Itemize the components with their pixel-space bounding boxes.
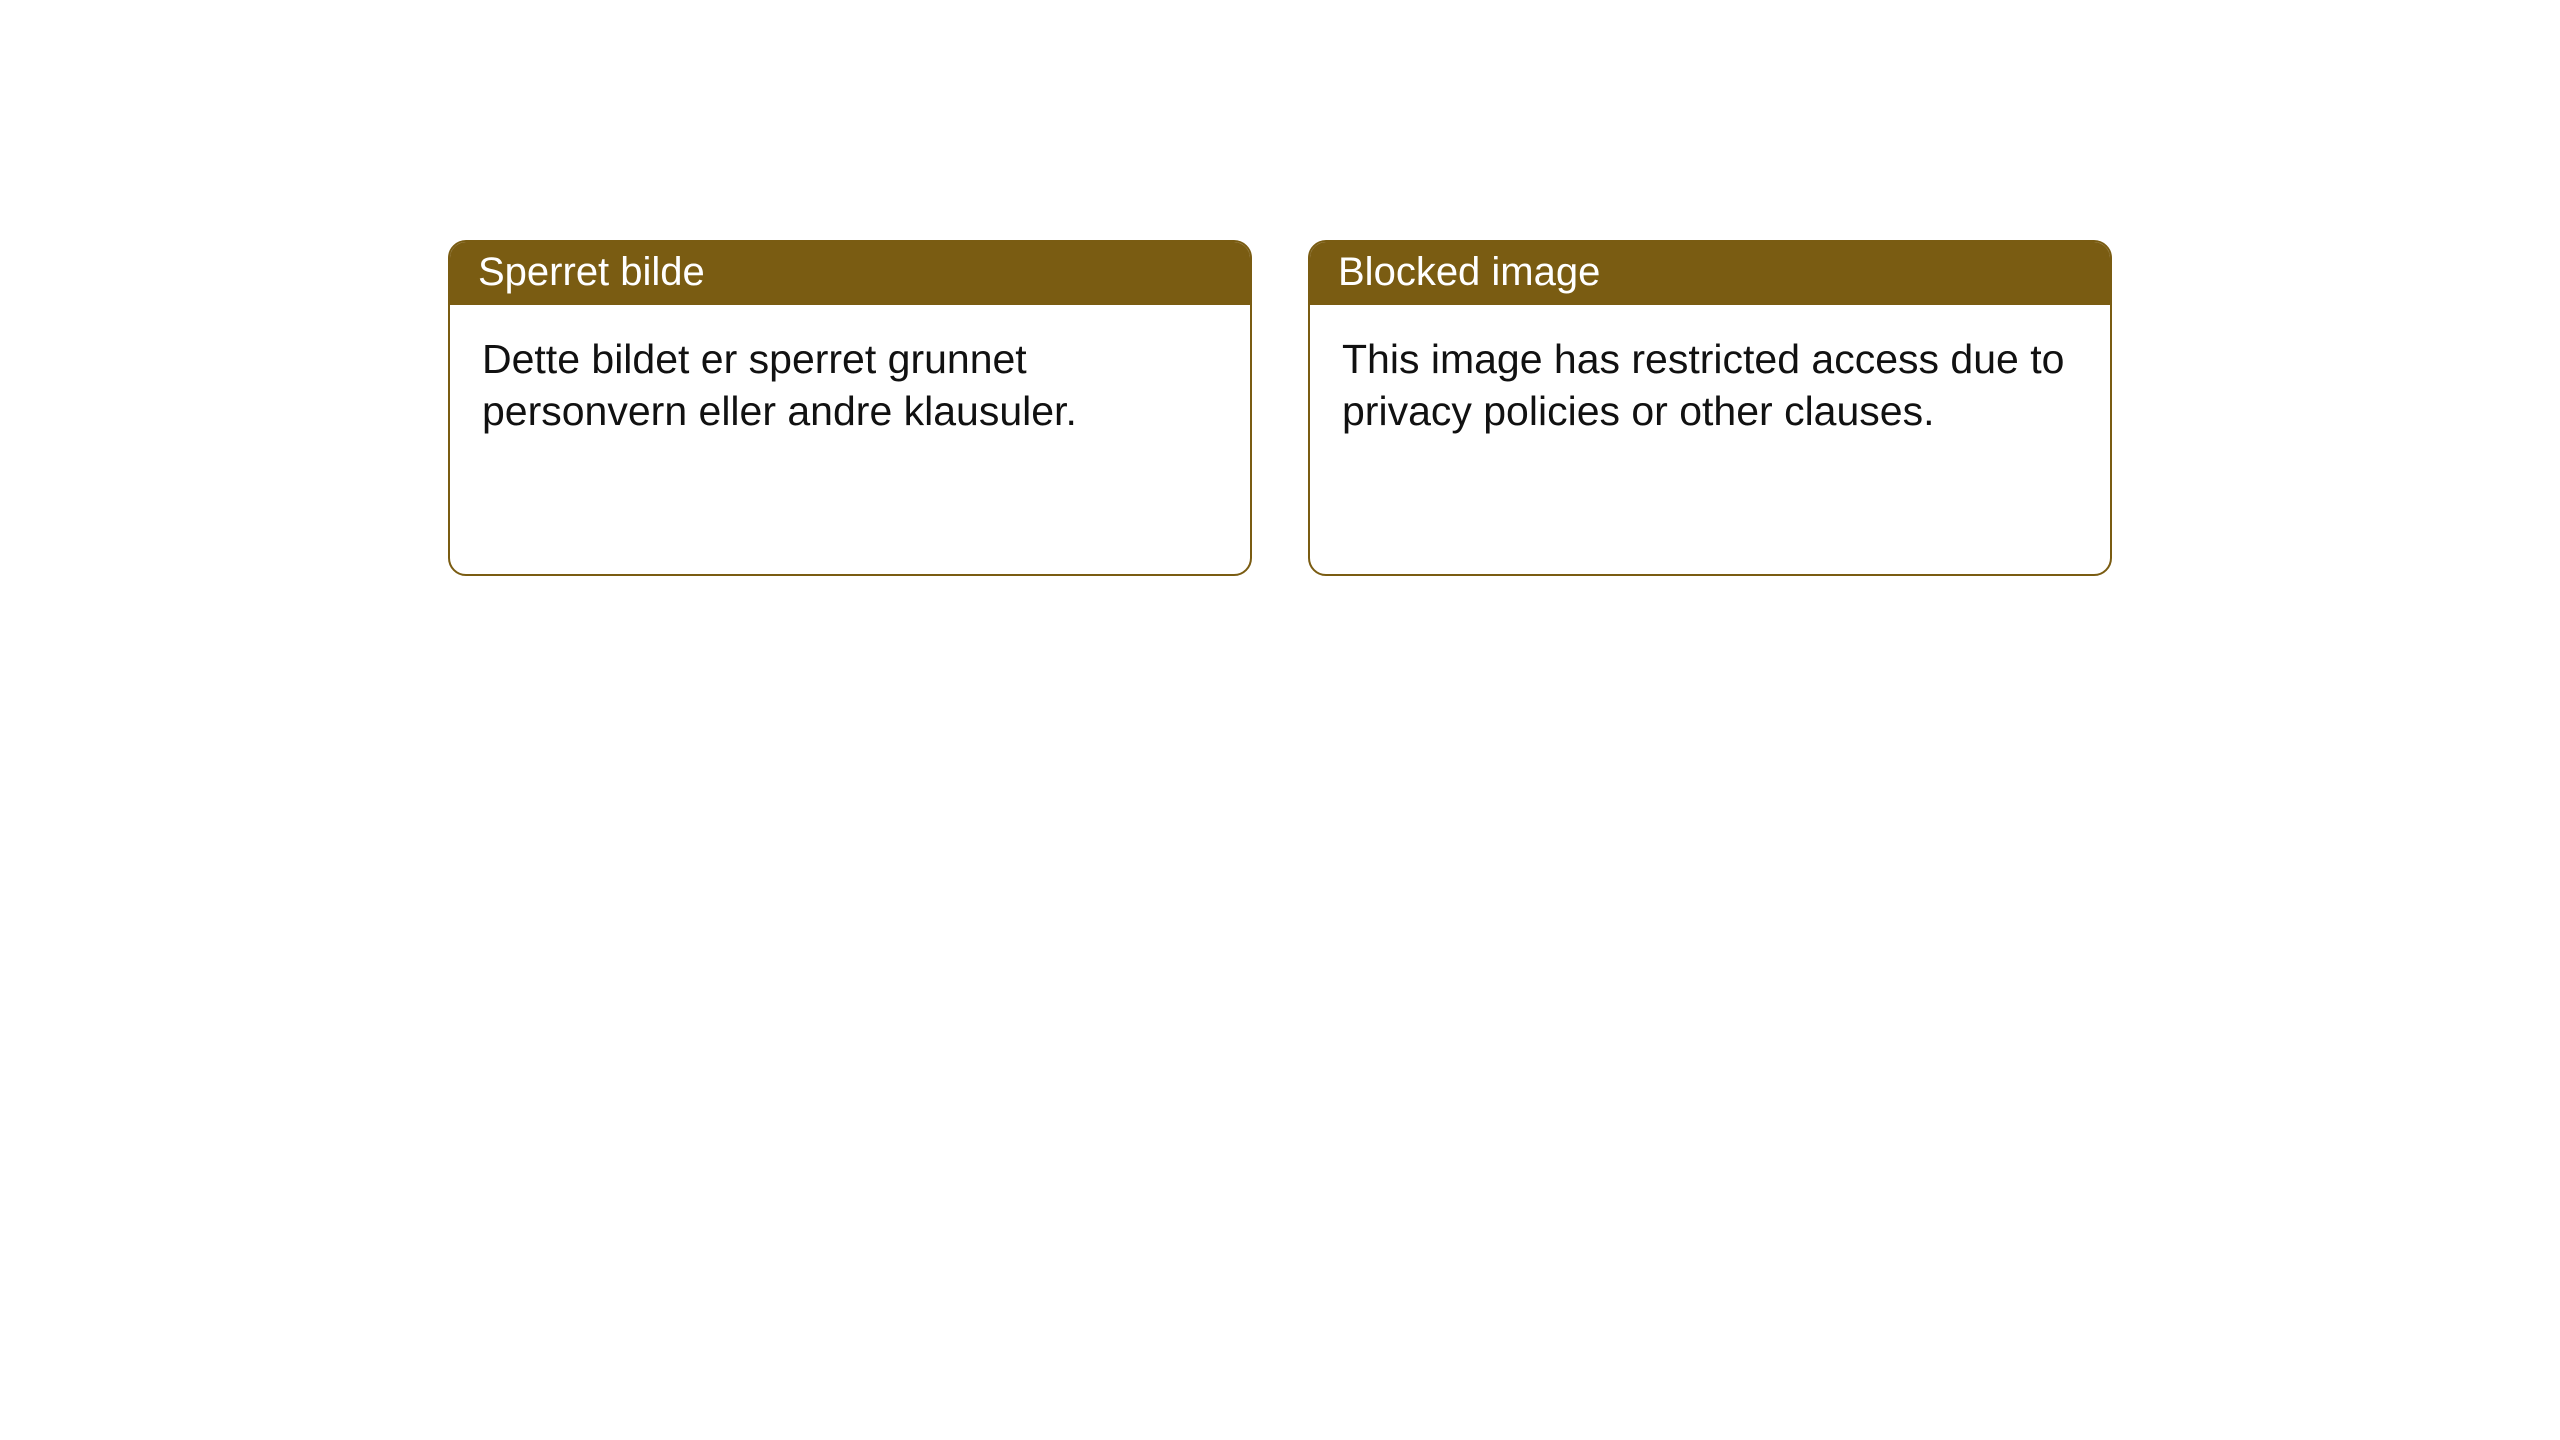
notice-card-english: Blocked image This image has restricted … (1308, 240, 2112, 576)
notice-body: Dette bildet er sperret grunnet personve… (450, 305, 1250, 466)
notice-body: This image has restricted access due to … (1310, 305, 2110, 466)
notice-card-norwegian: Sperret bilde Dette bildet er sperret gr… (448, 240, 1252, 576)
notice-card-container: Sperret bilde Dette bildet er sperret gr… (448, 240, 2112, 576)
notice-title: Blocked image (1310, 242, 2110, 305)
notice-title: Sperret bilde (450, 242, 1250, 305)
